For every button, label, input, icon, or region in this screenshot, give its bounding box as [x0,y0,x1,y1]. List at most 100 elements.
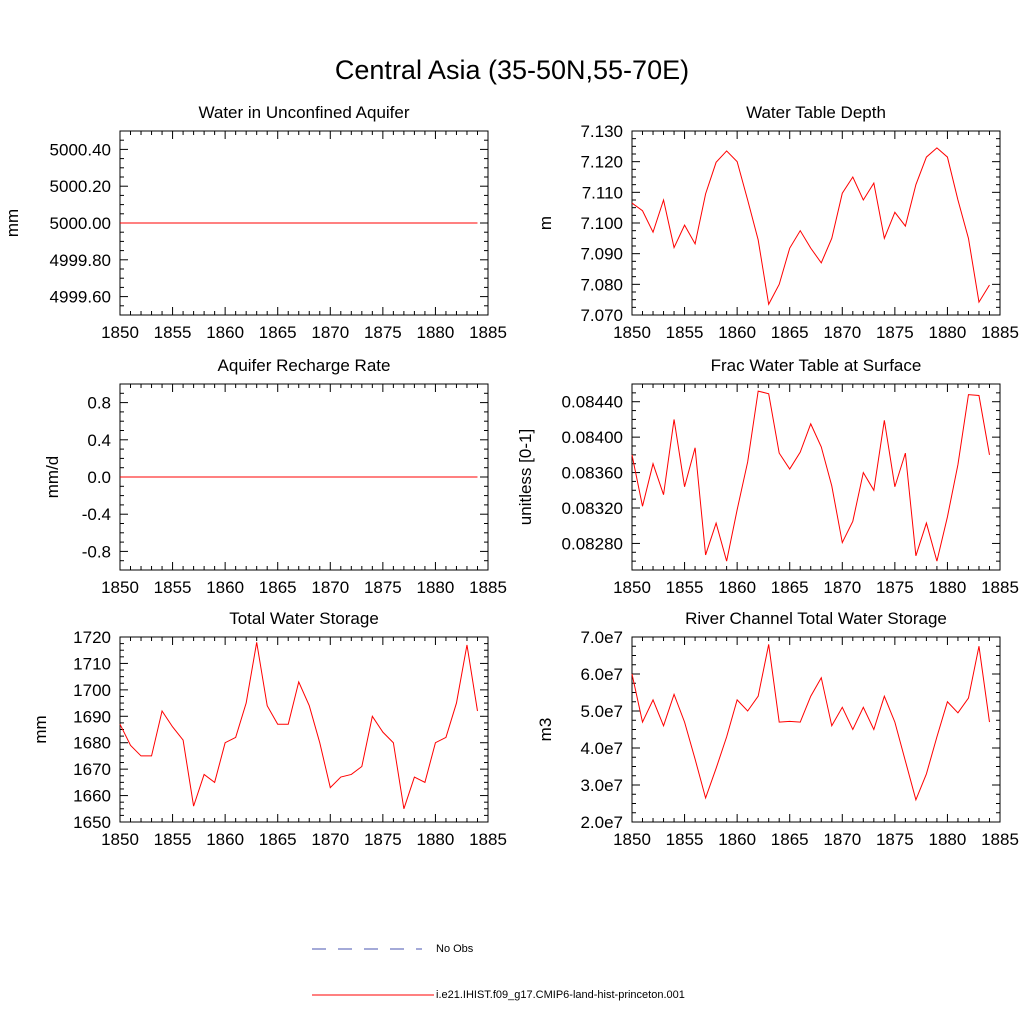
x-tick-label: 1850 [613,323,651,342]
x-tick-label: 1860 [206,578,244,597]
chart-panel-4: 1850 1855 1860 1865 1870 1875 1880 1885 0.08280 0… [516,356,1019,597]
y-tick-label: 5000.20 [50,177,111,196]
y-axis-label: m [536,216,555,230]
y-tick-label: 7.120 [580,153,623,172]
y-tick-label: 0.08440 [562,393,623,412]
chart-panel-2: 1850 1855 1860 1865 1870 1875 1880 1885 7.070 7.0… [536,103,1019,342]
x-tick-label: 1855 [666,578,704,597]
x-tick-label: 1885 [469,830,507,849]
x-tick-label: 1875 [876,830,914,849]
chart-title: Water Table Depth [746,103,886,122]
y-tick-label: 1670 [73,760,111,779]
y-tick-label: 7.130 [580,122,623,141]
y-axis-label: m3 [536,718,555,742]
y-axis-label: unitless [0-1] [516,429,535,525]
y-tick-label: 0.0 [87,468,111,487]
y-tick-label: 1700 [73,681,111,700]
y-tick-label: 7.100 [580,214,623,233]
series-line [631,390,990,562]
x-tick-label: 1855 [154,323,192,342]
x-tick-label: 1865 [259,830,297,849]
plot-frame [631,636,1001,823]
y-tick-label: 1680 [73,734,111,753]
y-tick-label: 1710 [73,654,111,673]
x-tick-label: 1870 [311,830,349,849]
y-tick-label: 3.0e7 [580,776,623,795]
x-tick-label: 1880 [417,578,455,597]
chart-title: Frac Water Table at Surface [711,356,922,375]
x-tick-label: 1885 [981,578,1019,597]
chart-panel-3: 1850 1855 1860 1865 1870 1875 1880 1885 -0.8 -0.4… [43,356,507,597]
y-tick-label: 0.08320 [562,499,623,518]
y-tick-label: 0.08280 [562,534,623,553]
y-tick-label: 0.08360 [562,464,623,483]
x-tick-label: 1885 [469,578,507,597]
chart-panel-6: 1850 1855 1860 1865 1870 1875 1880 1885 2.0e7 3.0… [536,609,1019,849]
x-tick-label: 1870 [311,578,349,597]
main-title: Central Asia (35-50N,55-70E) [334,55,690,85]
x-tick-label: 1870 [311,323,349,342]
plot-frame [631,383,1001,571]
x-tick-label: 1870 [823,578,861,597]
x-tick-label: 1860 [206,830,244,849]
chart-title: River Channel Total Water Storage [685,609,947,628]
x-tick-label: 1855 [154,578,192,597]
x-tick-label: 1880 [929,578,967,597]
chart-title: Total Water Storage [229,609,379,628]
legend-obs-label: No Obs [436,943,474,955]
y-tick-label: 5.0e7 [580,702,623,721]
x-tick-label: 1865 [771,830,809,849]
x-tick-label: 1855 [154,830,192,849]
x-tick-label: 1865 [259,578,297,597]
chart-title: Water in Unconfined Aquifer [198,103,409,122]
y-tick-label: 4999.80 [50,251,111,270]
x-tick-label: 1880 [929,830,967,849]
x-tick-label: 1850 [101,830,139,849]
x-tick-label: 1865 [771,578,809,597]
x-tick-label: 1860 [718,830,756,849]
x-tick-label: 1880 [417,830,455,849]
x-tick-label: 1885 [981,323,1019,342]
x-tick-label: 1860 [718,323,756,342]
y-tick-label: 5000.00 [50,214,111,233]
series-line [631,644,990,802]
legend-obs-line [312,948,422,950]
x-tick-label: 1850 [101,578,139,597]
plot-frame [631,130,1001,316]
legend-model-line [312,994,434,996]
x-tick-label: 1865 [771,323,809,342]
x-tick-label: 1875 [876,578,914,597]
y-tick-label: 1720 [73,628,111,647]
y-axis-label: mm [3,209,22,237]
chart-panel-1: 1850 1855 1860 1865 1870 1875 1880 1885 4999.60 4… [3,103,507,342]
x-tick-label: 1875 [364,578,402,597]
y-tick-label: 7.070 [580,306,623,325]
y-tick-label: 4.0e7 [580,739,623,758]
x-tick-label: 1850 [101,323,139,342]
chart-title: Aquifer Recharge Rate [218,356,391,375]
y-tick-label: 7.080 [580,275,623,294]
x-tick-label: 1865 [259,323,297,342]
x-tick-label: 1870 [823,830,861,849]
x-tick-label: 1885 [981,830,1019,849]
y-tick-label: 0.8 [87,394,111,413]
x-tick-label: 1870 [823,323,861,342]
x-tick-label: 1875 [364,323,402,342]
x-tick-label: 1880 [929,323,967,342]
y-tick-label: 1660 [73,787,111,806]
x-tick-label: 1860 [206,323,244,342]
y-tick-label: 0.4 [87,431,111,450]
y-axis-label: mm/d [43,456,62,499]
y-tick-label: 1650 [73,813,111,832]
y-axis-label: mm [31,715,50,743]
chart-panel-5: 1850 1855 1860 1865 1870 1875 1880 1885 1650 1660… [31,609,507,849]
x-tick-label: 1860 [718,578,756,597]
y-tick-label: 4999.60 [50,288,111,307]
x-tick-label: 1850 [613,830,651,849]
x-tick-label: 1855 [666,323,704,342]
y-tick-label: 6.0e7 [580,665,623,684]
legend-model-label: i.e21.IHIST.f09_g17.CMIP6-land-hist-prin… [436,989,685,1001]
y-tick-label: 0.08400 [562,428,623,447]
x-tick-label: 1885 [469,323,507,342]
